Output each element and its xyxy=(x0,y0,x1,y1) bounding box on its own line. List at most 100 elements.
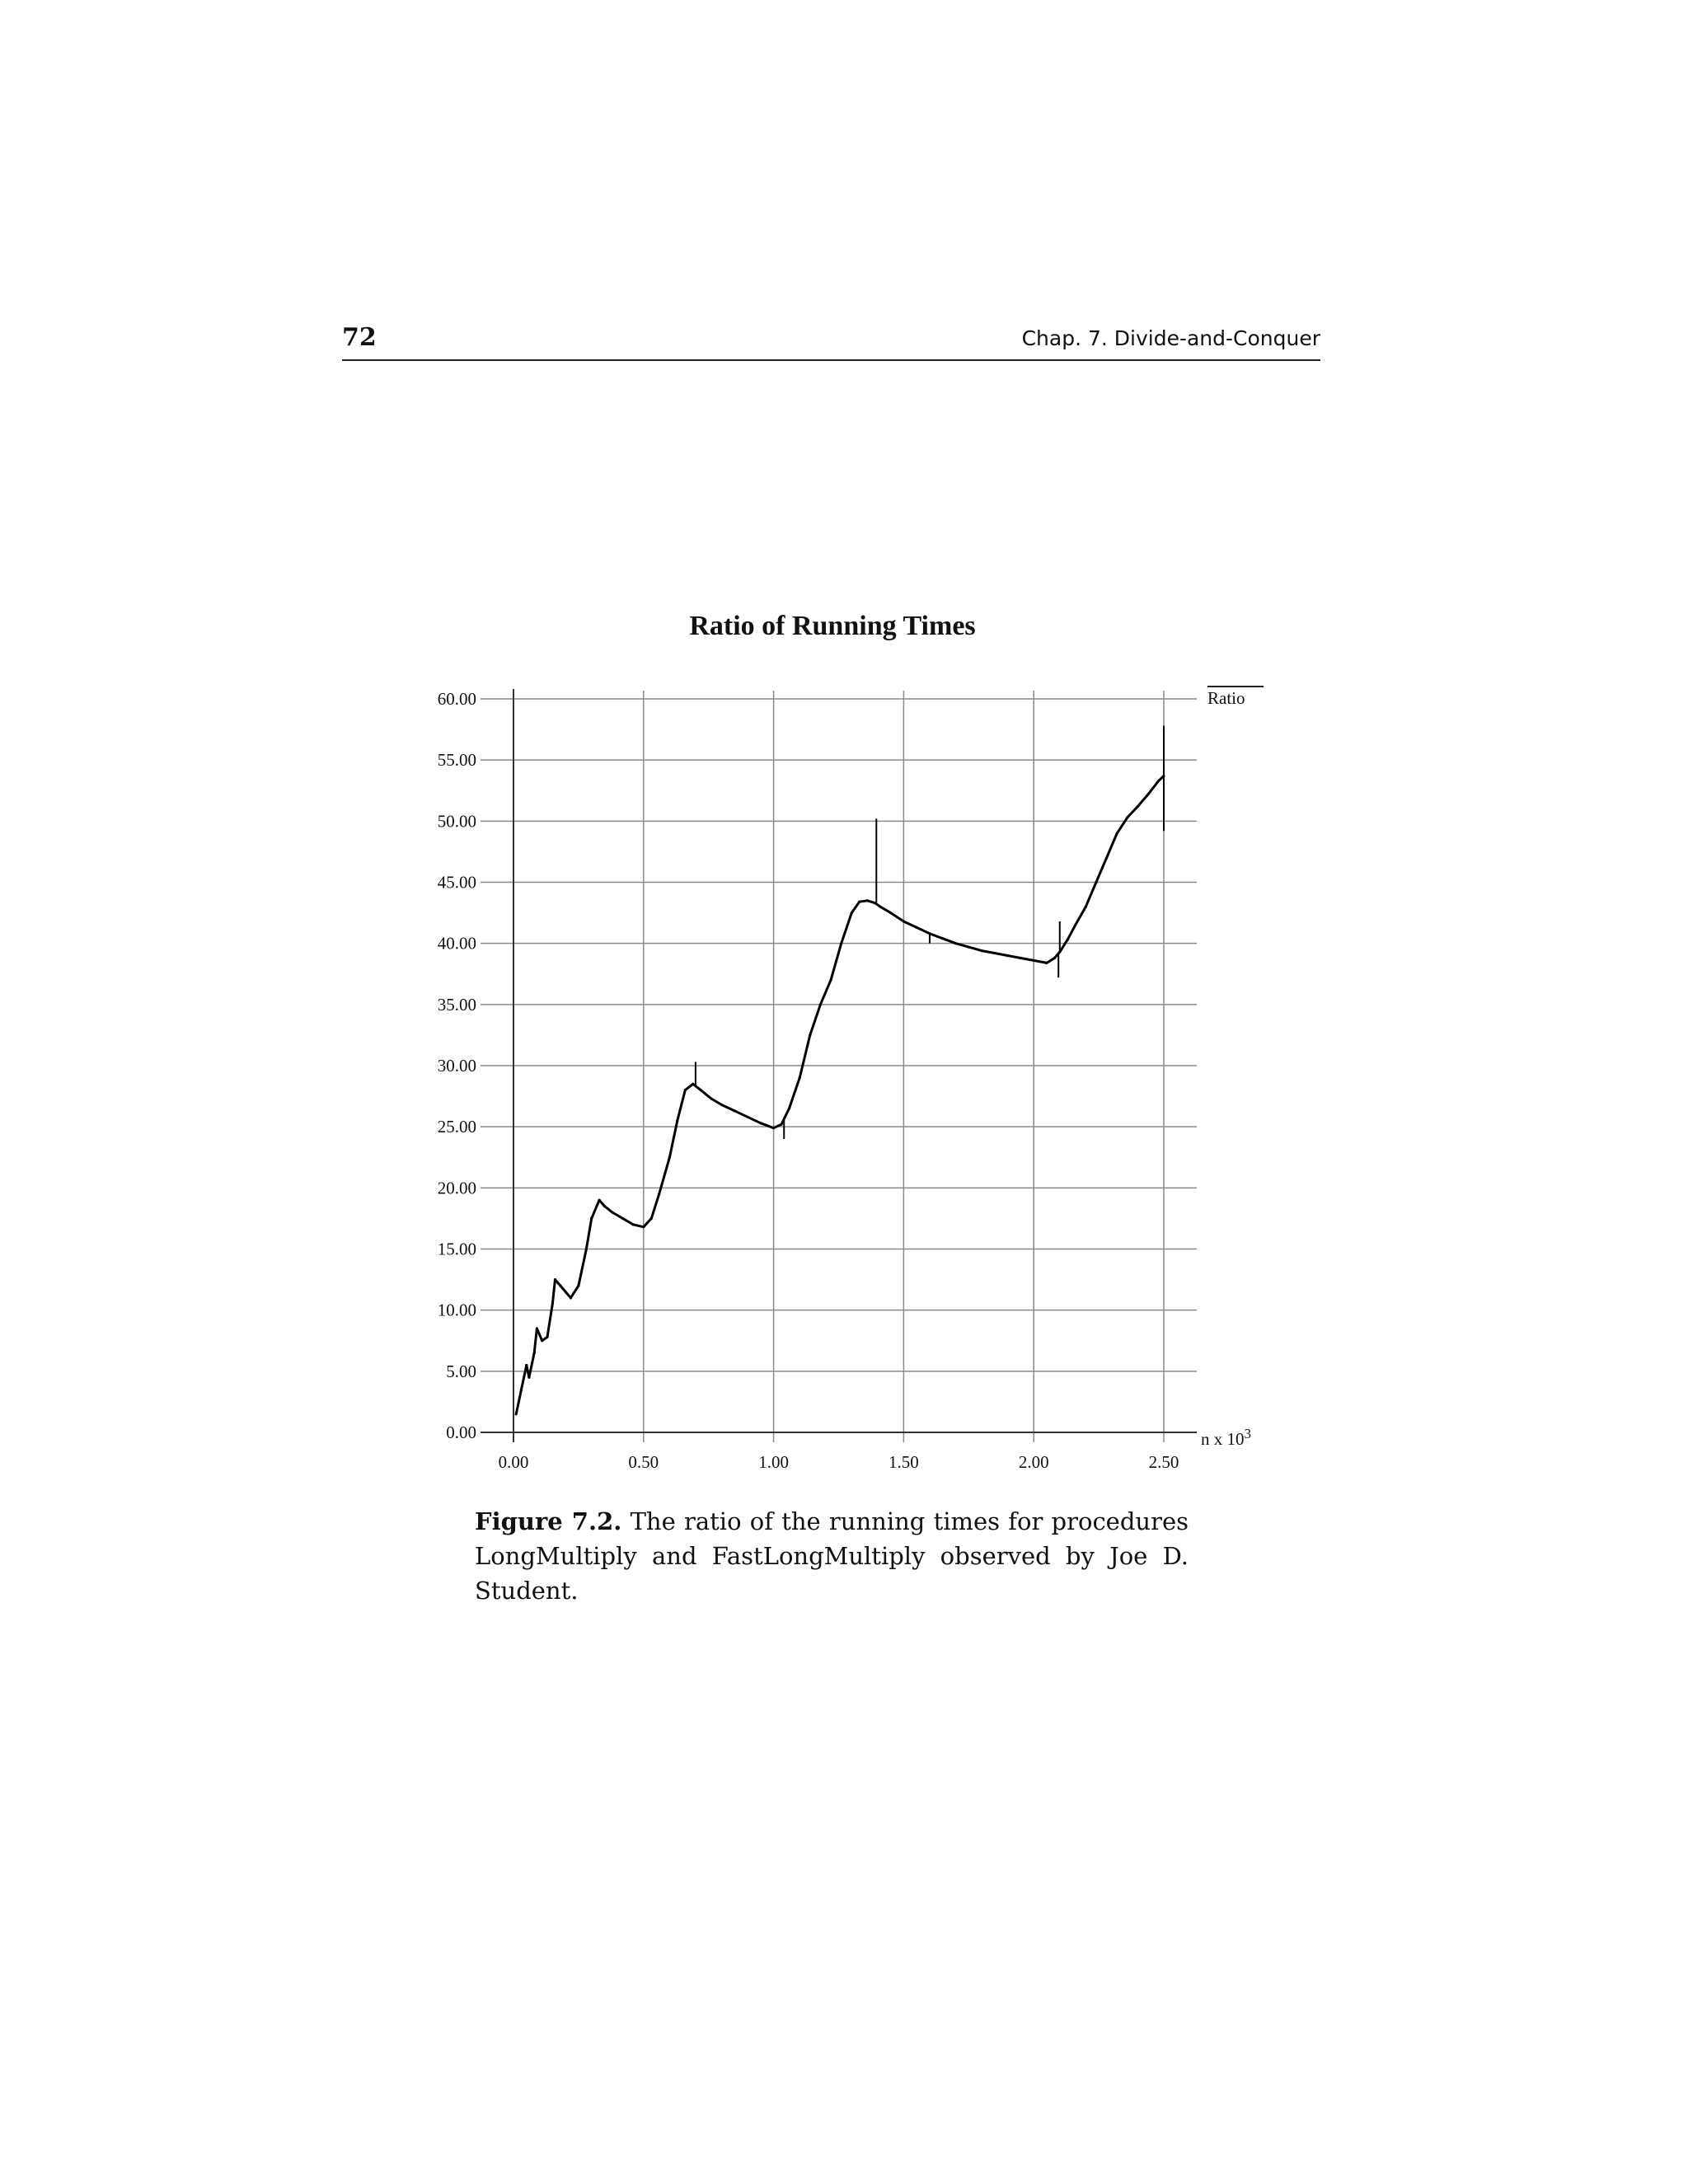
data-point xyxy=(683,1089,687,1092)
y-tick-label: 35.00 xyxy=(438,995,476,1015)
data-point xyxy=(1053,956,1057,960)
data-point xyxy=(829,978,832,982)
x-tick-label: 1.00 xyxy=(758,1452,789,1472)
data-point xyxy=(577,1284,580,1287)
figure-label: Figure 7.2. xyxy=(475,1507,622,1535)
data-point xyxy=(858,900,861,903)
data-point xyxy=(611,1211,614,1214)
data-point xyxy=(850,911,853,915)
data-point xyxy=(692,1082,695,1085)
series-layer xyxy=(514,725,1165,1416)
data-point xyxy=(746,1115,749,1118)
grid-lines xyxy=(481,689,1197,1442)
y-tick-label: 15.00 xyxy=(438,1240,476,1259)
y-tick-label: 5.00 xyxy=(446,1361,476,1381)
data-point xyxy=(1146,793,1150,796)
data-point xyxy=(865,899,869,902)
data-point xyxy=(528,1376,531,1379)
data-point xyxy=(699,1089,702,1092)
data-point xyxy=(541,1339,544,1343)
data-point xyxy=(1157,779,1160,782)
y-tick-label: 10.00 xyxy=(438,1301,476,1320)
data-point xyxy=(954,942,958,945)
data-point xyxy=(915,926,918,929)
x-axis-unit-exponent: 3 xyxy=(1244,1426,1252,1441)
data-point xyxy=(980,949,983,953)
data-point xyxy=(1095,880,1098,884)
data-point xyxy=(1006,954,1010,958)
y-tick-label: 50.00 xyxy=(438,811,476,831)
data-point xyxy=(1126,816,1129,819)
y-tick-label: 45.00 xyxy=(438,873,476,893)
y-tick-label: 60.00 xyxy=(438,689,476,709)
page-header: 72 Chap. 7. Divide-and-Conquer xyxy=(342,323,1320,361)
data-point xyxy=(840,942,843,945)
y-tick-label: 30.00 xyxy=(438,1056,476,1076)
data-point xyxy=(780,1122,783,1126)
data-point xyxy=(569,1296,573,1300)
data-point xyxy=(535,1327,539,1330)
y-tick-label: 20.00 xyxy=(438,1178,476,1197)
x-tick-label: 2.00 xyxy=(1019,1452,1049,1472)
data-point xyxy=(1045,961,1048,964)
x-tick-label: 0.00 xyxy=(499,1452,529,1472)
page-number: 72 xyxy=(342,323,377,352)
data-point xyxy=(787,1107,791,1110)
data-point xyxy=(584,1247,588,1251)
data-point xyxy=(759,1122,762,1125)
data-point xyxy=(1074,923,1077,927)
data-point xyxy=(642,1226,645,1229)
data-point xyxy=(590,1216,593,1221)
data-point xyxy=(1115,832,1118,835)
data-point xyxy=(658,1193,661,1196)
data-point xyxy=(519,1388,523,1391)
data-point xyxy=(546,1335,549,1338)
data-point xyxy=(809,1033,812,1037)
data-point xyxy=(603,1204,607,1208)
data-point xyxy=(902,920,905,923)
data-point xyxy=(564,1290,567,1294)
chart-title: Ratio of Running Times xyxy=(689,611,976,641)
data-point xyxy=(818,1003,823,1006)
data-point xyxy=(551,1302,554,1305)
data-point xyxy=(532,1351,536,1355)
data-point xyxy=(733,1109,736,1113)
data-point xyxy=(1136,804,1140,808)
x-tick-label: 1.50 xyxy=(889,1452,919,1472)
y-tick-label: 0.00 xyxy=(446,1422,476,1442)
y-tick-label: 40.00 xyxy=(438,934,476,954)
data-point xyxy=(668,1155,671,1159)
figure-caption: Figure 7.2. The ratio of the running tim… xyxy=(475,1504,1189,1608)
data-point xyxy=(1104,856,1109,860)
data-point xyxy=(710,1097,713,1100)
data-point xyxy=(967,945,970,949)
data-point xyxy=(1066,938,1069,941)
caption-text: The ratio of the running times for proce… xyxy=(475,1507,1189,1605)
data-point xyxy=(525,1363,528,1367)
x-axis-unit-text: n x 10 xyxy=(1201,1429,1245,1449)
data-point xyxy=(676,1119,679,1122)
data-point xyxy=(1019,956,1023,960)
data-point xyxy=(514,1413,518,1416)
data-point xyxy=(621,1216,625,1221)
axis-ticks: 0.00 5.00 10.00 15.00 20.00 25.00 30.00 35.00 40… xyxy=(438,689,1179,1472)
legend-entry-ratio: Ratio xyxy=(1207,686,1264,708)
x-tick-label: 2.50 xyxy=(1149,1452,1179,1472)
data-point xyxy=(1032,958,1035,963)
data-point xyxy=(559,1284,562,1287)
running-head: Chap. 7. Divide-and-Conquer xyxy=(1021,326,1320,350)
data-point xyxy=(1084,905,1087,908)
data-point xyxy=(553,1277,557,1282)
x-axis-unit-label: n x 103 xyxy=(1201,1424,1251,1449)
data-point xyxy=(993,951,996,955)
data-point xyxy=(941,937,945,940)
data-point xyxy=(879,905,882,908)
data-point xyxy=(720,1103,724,1107)
data-point xyxy=(889,911,893,915)
data-point xyxy=(631,1223,635,1226)
y-tick-label: 25.00 xyxy=(438,1117,476,1137)
x-tick-label: 0.50 xyxy=(628,1452,659,1472)
y-tick-label: 55.00 xyxy=(438,750,476,770)
series-line-ratio xyxy=(514,775,1165,1415)
